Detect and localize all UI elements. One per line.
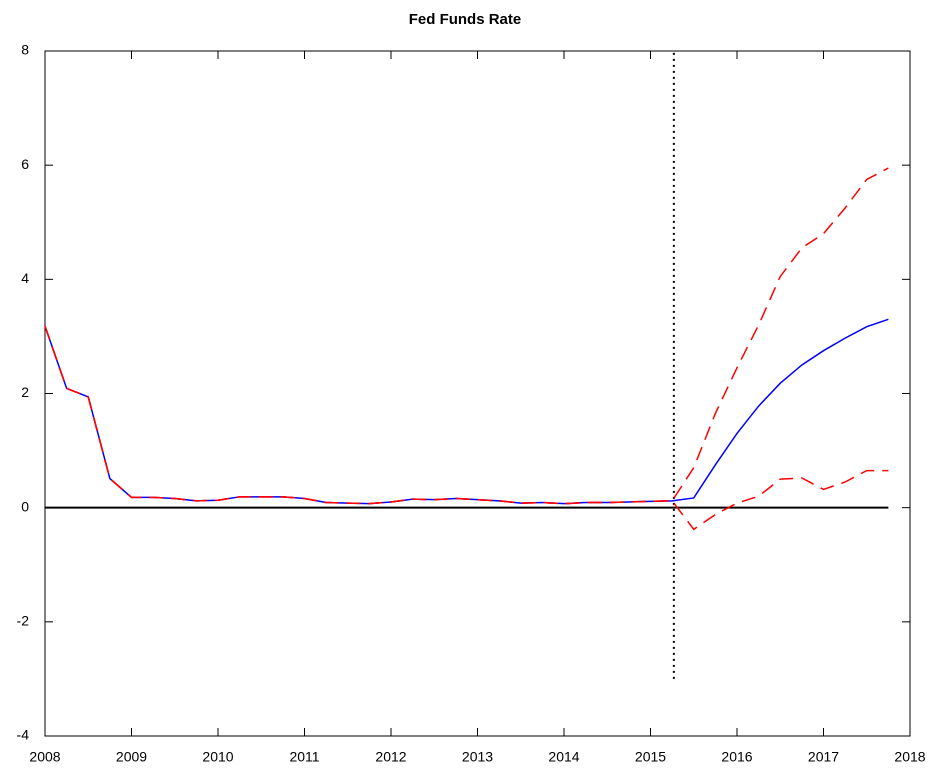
y-tick-label: -2 [17,613,30,629]
y-tick-label: -4 [17,727,30,743]
chart-title: Fed Funds Rate [409,11,522,28]
y-tick-label: 0 [21,498,29,514]
series-line [44,167,889,505]
x-tick-label: 2012 [375,749,406,765]
y-tick-label: 8 [21,42,29,58]
x-tick-label: 2016 [721,749,752,765]
x-tick-label: 2014 [548,749,579,765]
x-tick-label: 2008 [29,749,60,765]
plot-frame [44,50,911,737]
y-tick-label: 6 [21,156,29,172]
x-tick-label: 2010 [202,749,233,765]
x-tick-label: 2009 [116,749,147,765]
x-tick-label: 2013 [462,749,493,765]
x-tick-label: 2011 [289,749,319,765]
y-tick-label: 2 [21,384,29,400]
x-tick-label: 2017 [808,749,839,765]
x-tick-label: 2018 [894,749,925,765]
y-tick-label: 4 [21,270,29,286]
series-line [44,325,889,531]
series-line [44,318,889,505]
x-tick-label: 2015 [635,749,666,765]
